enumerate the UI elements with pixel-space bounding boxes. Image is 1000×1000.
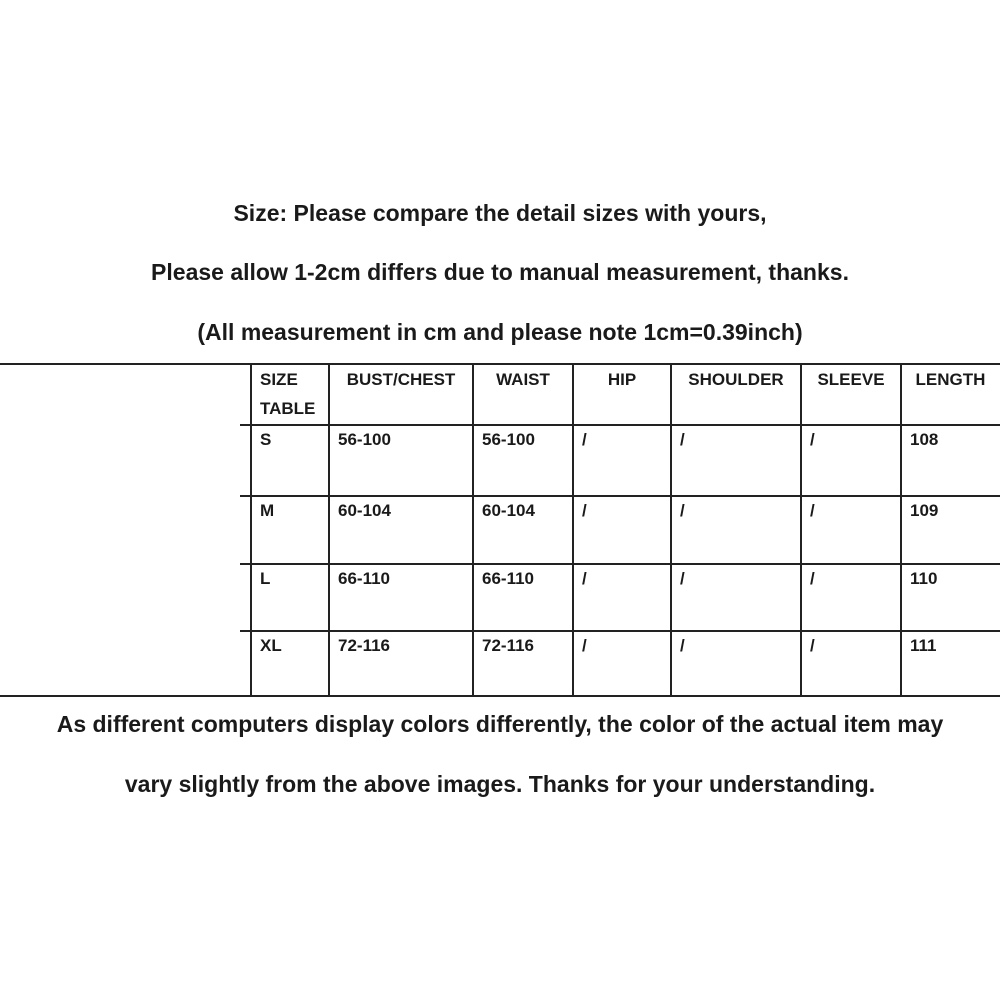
table-cell: 72-116 xyxy=(338,636,390,655)
column-header: SLEEVE xyxy=(817,370,885,389)
table-cell: 60-104 xyxy=(482,501,535,520)
column-header: BUST/CHEST xyxy=(346,370,456,389)
table-cell: / xyxy=(810,430,815,449)
footer-line-1: As different computers display colors di… xyxy=(56,711,944,737)
column-header: LENGTH xyxy=(915,370,986,389)
column-divider xyxy=(900,364,902,696)
table-cell: 56-100 xyxy=(482,430,535,449)
intro-line-3: (All measurement in cm and please note 1… xyxy=(197,319,803,345)
table-cell: / xyxy=(810,636,815,655)
table-cell: 110 xyxy=(910,569,938,588)
table-cell: / xyxy=(680,501,685,520)
table-cell: 66-110 xyxy=(338,569,390,588)
column-divider xyxy=(670,364,672,696)
column-divider xyxy=(572,364,574,696)
table-cell: / xyxy=(582,569,587,588)
table-cell: / xyxy=(582,501,587,520)
intro-line-1: Size: Please compare the detail sizes wi… xyxy=(233,200,767,226)
column-divider xyxy=(328,364,330,696)
table-cell: 111 xyxy=(910,636,937,655)
table-border-top xyxy=(0,363,1000,365)
table-cell: 56-100 xyxy=(338,430,391,449)
row-divider xyxy=(240,495,1000,497)
table-cell: 66-110 xyxy=(482,569,534,588)
table-cell: / xyxy=(810,569,815,588)
intro-line-2: Please allow 1-2cm differs due to manual… xyxy=(151,259,849,285)
table-cell: 60-104 xyxy=(338,501,391,520)
table-cell: M xyxy=(260,501,275,520)
footer-line-2: vary slightly from the above images. Tha… xyxy=(124,771,876,797)
column-header: WAIST xyxy=(496,370,550,389)
column-divider xyxy=(472,364,474,696)
table-cell: 108 xyxy=(910,430,939,449)
table-cell: / xyxy=(582,430,587,449)
table-cell: / xyxy=(680,636,685,655)
table-cell: S xyxy=(260,430,272,449)
column-header: HIP xyxy=(607,370,637,389)
table-cell: / xyxy=(680,569,685,588)
column-header: SIZE TABLE xyxy=(260,370,316,418)
column-divider xyxy=(250,364,252,696)
table-border-bottom xyxy=(0,695,1000,697)
table-cell: XL xyxy=(260,636,282,655)
row-divider xyxy=(240,424,1000,426)
table-cell: 109 xyxy=(910,501,939,520)
row-divider xyxy=(240,630,1000,632)
table-cell: 72-116 xyxy=(482,636,534,655)
table-cell: / xyxy=(582,636,587,655)
table-cell: / xyxy=(680,430,685,449)
table-cell: L xyxy=(260,569,271,588)
row-divider xyxy=(240,563,1000,565)
column-header: SHOULDER xyxy=(688,370,784,389)
table-cell: / xyxy=(810,501,815,520)
column-divider xyxy=(800,364,802,696)
